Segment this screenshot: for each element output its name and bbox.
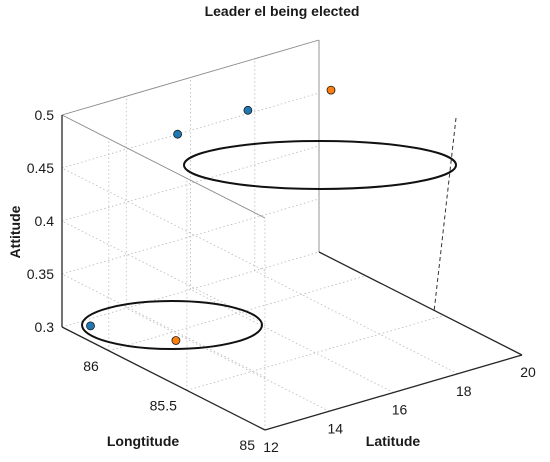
- tick-labels: 12 14 16 18 20 85 85.5 86 0.3 0.35 0.4 0.45 0.5: [27, 107, 536, 455]
- x-tick-label: 18: [456, 383, 472, 399]
- x-tick-label: 16: [392, 402, 408, 418]
- x-tick-label: 14: [328, 420, 344, 436]
- y-tick-label: 85.5: [150, 397, 177, 413]
- wall-gridline: [61, 251, 320, 328]
- x-tick-label: 12: [263, 439, 279, 455]
- data-point-blue: [86, 321, 95, 331]
- grid-layer: [61, 39, 523, 431]
- chart-title: Leader el being elected: [205, 3, 360, 19]
- z-tick-label: 0.35: [27, 266, 54, 282]
- upper-cluster-ellipse: [183, 140, 457, 190]
- floor-gridline: [108, 275, 366, 352]
- z-tick-label: 0.5: [35, 107, 55, 123]
- floor-gridline: [186, 315, 445, 391]
- z-tick-label: 0.3: [35, 319, 55, 335]
- floor-gridline: [254, 270, 458, 375]
- z-axis-label: Attitude: [7, 205, 23, 258]
- data-point-orange: [171, 336, 181, 345]
- back-edge: [61, 39, 320, 116]
- wall-gridline: [61, 198, 320, 275]
- z-tick-label: 0.45: [27, 160, 54, 176]
- wall-gridline: [61, 92, 320, 169]
- y-axis-line: [61, 326, 266, 431]
- annotation-layer: [81, 117, 457, 350]
- x-tick-label: 20: [520, 364, 536, 380]
- y-tick-label: 86: [83, 358, 99, 374]
- data-points: [86, 85, 336, 345]
- wall-gridline: [61, 145, 320, 222]
- projection-line: [433, 117, 457, 313]
- axes-box: [61, 39, 523, 431]
- floor-gridline: [126, 307, 330, 412]
- x-axis-line: [264, 354, 523, 431]
- lower-cluster-ellipse: [81, 300, 263, 350]
- x-axis-label: Latitude: [366, 433, 421, 449]
- floor-edge: [318, 251, 523, 356]
- back-edge: [61, 114, 266, 219]
- data-point-blue: [243, 105, 253, 115]
- z-tick-label: 0.4: [35, 213, 55, 229]
- data-point-orange: [326, 85, 336, 95]
- y-tick-label: 85: [239, 437, 255, 453]
- y-axis-label: Longtitude: [107, 433, 180, 449]
- data-point-blue: [173, 129, 183, 139]
